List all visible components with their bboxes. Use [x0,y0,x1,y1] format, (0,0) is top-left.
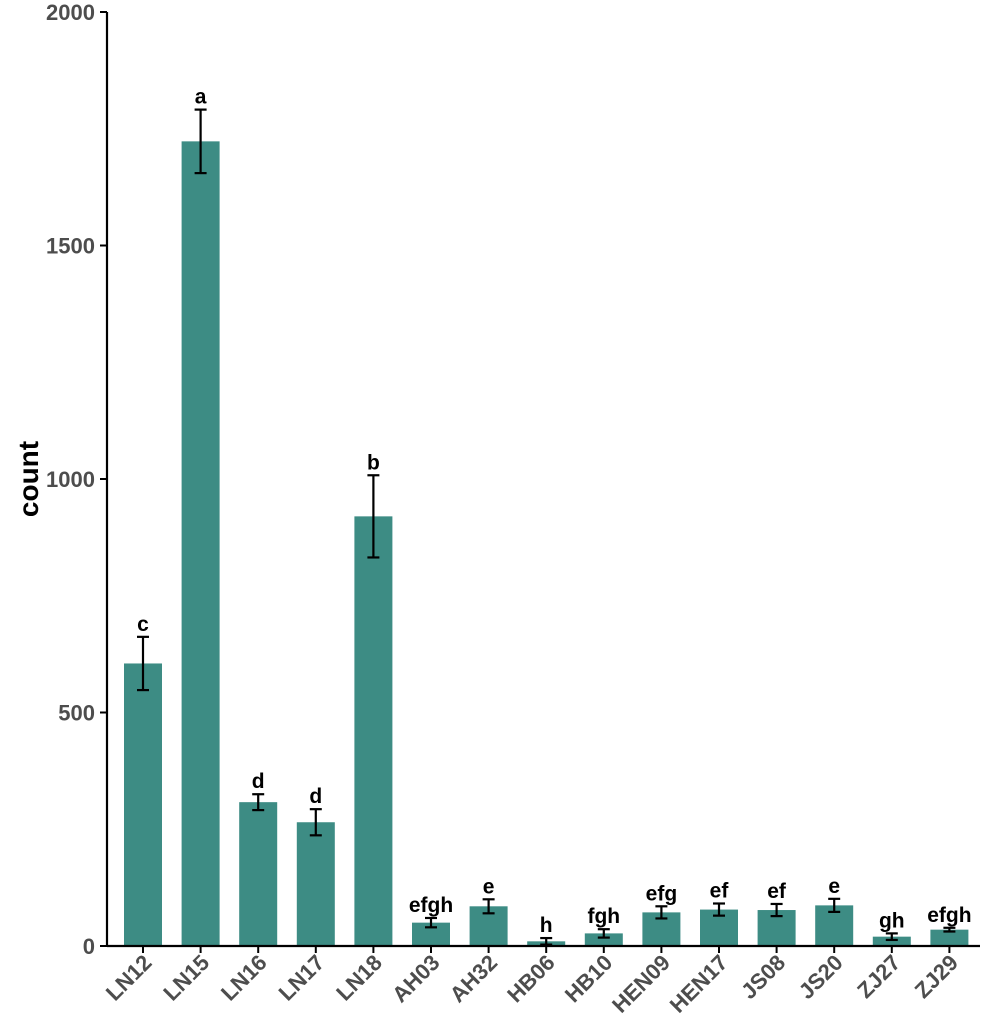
significance-label-HB06: h [540,914,553,937]
x-axis: LN12 LN15 LN16 LN17 LN18 AH03 AH32 HB06 HB10HEN0… [101,944,980,1018]
x-tick-label-HB06: HB06 [502,950,559,1007]
y-axis-label: count [13,441,44,517]
y-tick-label: 1500 [46,234,95,259]
x-tick-label-LN12: LN12 [101,950,157,1006]
x-tick-label-AH03: AH03 [387,950,444,1007]
error-bars [137,108,956,946]
x-tick-label-LN17: LN17 [274,950,330,1006]
bar-AH03 [412,922,450,946]
significance-label-LN17: d [309,785,322,808]
significance-label-AH32: e [483,875,495,898]
y-tick-label: 2000 [46,0,95,25]
bar-LN16 [239,802,278,946]
bar-LN15 [181,141,220,946]
bars [124,141,969,946]
y-tick-label: 500 [58,701,95,726]
bar-ZJ29 [930,929,969,946]
x-tick-label-LN15: LN15 [158,950,214,1006]
x-tick-label-HEN09: HEN09 [607,950,675,1018]
y-axis: 0 500 1000 1500 2000 [46,0,109,959]
significance-label-JS20: e [828,875,840,898]
significance-label-LN12: c [137,613,149,636]
significance-label-ZJ27: gh [879,909,905,932]
x-tick-label-LN16: LN16 [216,950,272,1006]
x-tick-label-ZJ29: ZJ29 [910,950,963,1003]
x-tick-label-JS20: JS20 [794,950,848,1004]
x-tick-label-ZJ27: ZJ27 [852,950,905,1003]
significance-label-JS08: ef [767,880,787,903]
significance-label-AH03: efgh [409,894,453,917]
y-tick-label: 1000 [46,467,95,492]
x-tick-label-JS08: JS08 [736,950,790,1004]
significance-label-LN18: b [367,451,380,474]
y-tick-label: 0 [83,934,95,959]
x-tick-label-AH32: AH32 [445,950,502,1007]
bar-LN18 [354,516,393,946]
significance-label-HEN09: efg [646,882,678,905]
bar-HB10 [584,933,623,946]
bar-LN17 [296,822,335,946]
significance-label-HB10: fgh [587,905,620,928]
significance-label-HEN17: ef [710,880,730,903]
bar-ZJ27 [872,936,911,946]
significance-label-ZJ29: efgh [927,904,971,927]
x-tick-label-HEN17: HEN17 [665,950,733,1018]
significance-label-LN15: a [195,86,207,109]
x-tick-label-LN18: LN18 [331,950,387,1006]
significance-label-LN16: d [252,770,265,793]
bar-LN12 [124,663,162,946]
